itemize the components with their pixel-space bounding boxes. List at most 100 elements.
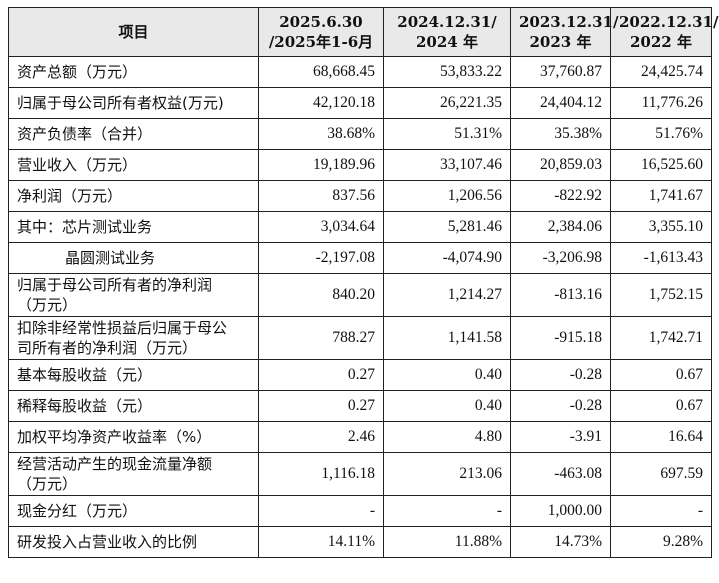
cell-line: 归属于母公司所有者权益(万元) bbox=[17, 94, 224, 112]
cell-line: 2022.12.31/ bbox=[619, 13, 719, 31]
cell-line: 2024 年 bbox=[416, 33, 478, 51]
row-label: 经营活动产生的现金流量净额 （万元） bbox=[8, 452, 259, 496]
table-body: 资产总额（万元） 68,668.45 53,833.22 37,760.87 24,42… bbox=[8, 56, 712, 558]
value-cell: 11,776.26 bbox=[610, 87, 712, 119]
value-cell: 1,206.56 bbox=[383, 180, 511, 212]
header-cell: 2023.12.31/2023 年 bbox=[510, 7, 618, 57]
value-cell: 68,668.45 bbox=[258, 56, 384, 88]
value-cell: 51.76% bbox=[610, 118, 712, 150]
value-cell: 33,107.46 bbox=[383, 149, 511, 181]
value-cell: 14.11% bbox=[258, 526, 384, 558]
cell-line: 2023 年 bbox=[529, 33, 592, 51]
table-row: 归属于母公司所有者权益(万元) 42,120.18 26,221.35 24,404.… bbox=[8, 87, 712, 119]
cell-line: 现金分红（万元） bbox=[17, 502, 138, 520]
row-label: 加权平均净资产收益率（%） bbox=[8, 421, 259, 453]
cell-line: 资产总额（万元） bbox=[17, 63, 138, 81]
cell-line: 其中：芯片测试业务 bbox=[17, 218, 153, 236]
cell-line: 经营活动产生的现金流量净额 bbox=[17, 455, 213, 473]
table-row: 扣除非经常性损益后归属于母公 司所有者的净利润（万元） 788.27 1,141.58… bbox=[8, 316, 712, 360]
row-label: 基本每股收益（元） bbox=[8, 359, 259, 391]
value-cell: 3,355.10 bbox=[610, 211, 712, 243]
cell-line: 加权平均净资产收益率（%） bbox=[17, 428, 212, 446]
table-row: 其中：芯片测试业务 3,034.64 5,281.46 2,384.06 3,355.1… bbox=[8, 211, 712, 243]
value-cell: 0.67 bbox=[610, 390, 712, 422]
value-cell: 1,741.67 bbox=[610, 180, 712, 212]
value-cell: 788.27 bbox=[258, 316, 384, 360]
cell-line: /2025年1-6月 bbox=[268, 33, 374, 51]
financial-table: 项目 2025.6.30/2025年1-6月 2024.12.31/2024 年 20… bbox=[8, 7, 719, 558]
value-cell: 38.68% bbox=[258, 118, 384, 150]
row-label: 研发投入占营业收入的比例 bbox=[8, 526, 259, 558]
value-cell: 35.38% bbox=[510, 118, 611, 150]
value-cell: 11.88% bbox=[383, 526, 511, 558]
value-cell: -0.28 bbox=[510, 390, 611, 422]
row-label: 资产负债率（合并） bbox=[8, 118, 259, 150]
value-cell: 37,760.87 bbox=[510, 56, 611, 88]
value-cell: 1,742.71 bbox=[610, 316, 712, 360]
cell-line: 稀释每股收益（元） bbox=[17, 397, 153, 415]
row-label: 营业收入（万元） bbox=[8, 149, 259, 181]
value-cell: 14.73% bbox=[510, 526, 611, 558]
table-row: 资产总额（万元） 68,668.45 53,833.22 37,760.87 24,42… bbox=[8, 56, 712, 88]
header-cell: 2022.12.31/2022 年 bbox=[610, 7, 719, 57]
value-cell: 2.46 bbox=[258, 421, 384, 453]
value-cell: 9.28% bbox=[610, 526, 712, 558]
row-label: 其中：芯片测试业务 bbox=[8, 211, 259, 243]
row-label: 稀释每股收益（元） bbox=[8, 390, 259, 422]
value-cell: 1,116.18 bbox=[258, 452, 384, 496]
value-cell: 837.56 bbox=[258, 180, 384, 212]
value-cell: -813.16 bbox=[510, 273, 611, 317]
row-label: 资产总额（万元） bbox=[8, 56, 259, 88]
cell-line: 归属于母公司所有者的净利润 bbox=[17, 276, 213, 294]
table-row: 加权平均净资产收益率（%） 2.46 4.80 -3.91 16.64 bbox=[8, 421, 712, 453]
value-cell: 5,281.46 bbox=[383, 211, 511, 243]
value-cell: -3,206.98 bbox=[510, 242, 611, 274]
value-cell: 51.31% bbox=[383, 118, 511, 150]
value-cell: 1,752.15 bbox=[610, 273, 712, 317]
value-cell: -3.91 bbox=[510, 421, 611, 453]
table-row: 资产负债率（合并） 38.68% 51.31% 35.38% 51.76% bbox=[8, 118, 712, 150]
value-cell: 840.20 bbox=[258, 273, 384, 317]
value-cell: 1,214.27 bbox=[383, 273, 511, 317]
table-row: 经营活动产生的现金流量净额 （万元） 1,116.18 213.06 -463.08 69… bbox=[8, 452, 712, 496]
row-label: 归属于母公司所有者的净利润 （万元） bbox=[8, 273, 259, 317]
cell-line: 晶圆测试业务 bbox=[65, 249, 156, 267]
value-cell: 20,859.03 bbox=[510, 149, 611, 181]
value-cell: 1,000.00 bbox=[510, 495, 611, 527]
row-label: 净利润（万元） bbox=[8, 180, 259, 212]
value-cell: -0.28 bbox=[510, 359, 611, 391]
value-cell: 16,525.60 bbox=[610, 149, 712, 181]
row-label: 现金分红（万元） bbox=[8, 495, 259, 527]
value-cell: 19,189.96 bbox=[258, 149, 384, 181]
value-cell: 0.40 bbox=[383, 390, 511, 422]
header-cell: 2024.12.31/2024 年 bbox=[383, 7, 511, 57]
header-cell: 项目 bbox=[8, 7, 259, 57]
value-cell: - bbox=[258, 495, 384, 527]
value-cell: 3,034.64 bbox=[258, 211, 384, 243]
cell-line: （万元） bbox=[17, 296, 78, 314]
table-row: 稀释每股收益（元） 0.27 0.40 -0.28 0.67 bbox=[8, 390, 712, 422]
cell-line: 资产负债率（合并） bbox=[17, 125, 153, 143]
value-cell: 1,141.58 bbox=[383, 316, 511, 360]
header-cell: 2025.6.30/2025年1-6月 bbox=[258, 7, 384, 57]
cell-line: 扣除非经常性损益后归属于母公 bbox=[17, 319, 228, 337]
cell-line: （万元） bbox=[17, 475, 78, 493]
value-cell: 213.06 bbox=[383, 452, 511, 496]
cell-line: 基本每股收益（元） bbox=[17, 366, 153, 384]
value-cell: 26,221.35 bbox=[383, 87, 511, 119]
cell-line: 2024.12.31/ bbox=[397, 13, 497, 31]
table-row: 基本每股收益（元） 0.27 0.40 -0.28 0.67 bbox=[8, 359, 712, 391]
value-cell: - bbox=[610, 495, 712, 527]
cell-line: 营业收入（万元） bbox=[17, 156, 138, 174]
cell-line: 司所有者的净利润（万元） bbox=[17, 339, 198, 357]
value-cell: 0.67 bbox=[610, 359, 712, 391]
row-label: 归属于母公司所有者权益(万元) bbox=[8, 87, 259, 119]
value-cell: 24,404.12 bbox=[510, 87, 611, 119]
value-cell: -4,074.90 bbox=[383, 242, 511, 274]
cell-line: 净利润（万元） bbox=[17, 187, 123, 205]
value-cell: 16.64 bbox=[610, 421, 712, 453]
value-cell: 4.80 bbox=[383, 421, 511, 453]
table-row: 晶圆测试业务 -2,197.08 -4,074.90 -3,206.98 -1,613.… bbox=[8, 242, 712, 274]
cell-line: 2025.6.30 bbox=[279, 13, 363, 31]
